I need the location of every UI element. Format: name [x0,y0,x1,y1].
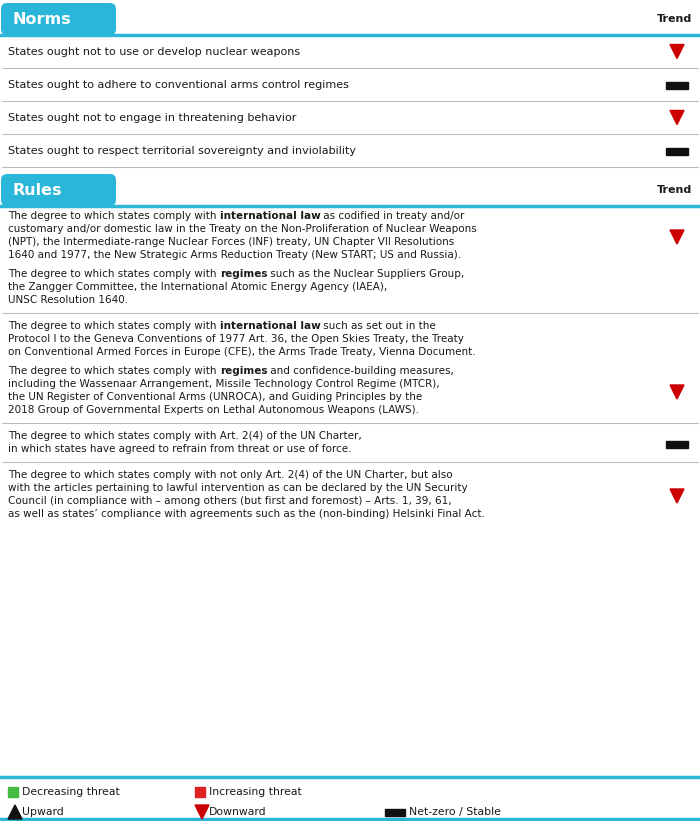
Bar [8,787,18,797]
Text: The degree to which states comply with: The degree to which states comply with [8,366,220,376]
Text: UNSC Resolution 1640.: UNSC Resolution 1640. [8,295,128,305]
Text: The degree to which states comply with not only Art. 2(4) of the UN Charter, but: The degree to which states comply with n… [8,470,453,480]
Bar [666,441,688,448]
Text: 2018 Group of Governmental Experts on Lethal Autonomous Weapons (LAWS).: 2018 Group of Governmental Experts on Le… [8,405,419,415]
Bar [666,148,688,154]
Text: with the articles pertaining to lawful intervention as can be declared by the UN: with the articles pertaining to lawful i… [8,483,468,493]
Polygon shape [8,805,22,819]
Text: The degree to which states comply with: The degree to which states comply with [8,321,220,331]
FancyBboxPatch shape [1,3,116,35]
Text: such as the Nuclear Suppliers Group,: such as the Nuclear Suppliers Group, [267,269,465,279]
Polygon shape [670,385,684,399]
Text: Trend: Trend [657,14,692,24]
Text: Trend: Trend [657,185,692,195]
Text: States ought to respect territorial sovereignty and inviolability: States ought to respect territorial sove… [8,145,356,155]
Text: 1640 and 1977, the New Strategic Arms Reduction Treaty (New START; US and Russia: 1640 and 1977, the New Strategic Arms Re… [8,250,461,260]
Text: customary and/or domestic law in the Treaty on the Non-Proliferation of Nuclear : customary and/or domestic law in the Tre… [8,224,477,234]
Bar [385,809,405,816]
Text: regimes: regimes [220,269,267,279]
Text: Council (in compliance with – among others (but first and foremost) – Arts. 1, 3: Council (in compliance with – among othe… [8,496,452,506]
Text: regimes: regimes [220,366,267,376]
Text: The degree to which states comply with: The degree to which states comply with [8,211,220,221]
Text: The degree to which states comply with Art. 2(4) of the UN Charter,: The degree to which states comply with A… [8,431,362,441]
Text: Upward: Upward [22,807,64,817]
Text: (NPT), the Intermediate-range Nuclear Forces (INF) treaty, UN Chapter VII Resolu: (NPT), the Intermediate-range Nuclear Fo… [8,237,454,247]
Text: on Conventional Armed Forces in Europe (CFE), the Arms Trade Treaty, Vienna Docu: on Conventional Armed Forces in Europe (… [8,347,475,357]
Text: international law: international law [220,321,321,331]
Text: in which states have agreed to refrain from threat or use of force.: in which states have agreed to refrain f… [8,444,351,454]
Text: Increasing threat: Increasing threat [209,787,302,797]
FancyBboxPatch shape [1,174,116,206]
Text: States ought to adhere to conventional arms control regimes: States ought to adhere to conventional a… [8,80,349,89]
Text: Norms: Norms [12,11,71,26]
Polygon shape [670,111,684,125]
Bar [195,787,205,797]
Bar [0,174,700,206]
Polygon shape [670,230,684,244]
Bar [666,81,688,89]
Text: The degree to which states comply with: The degree to which states comply with [8,269,220,279]
Text: Decreasing threat: Decreasing threat [22,787,120,797]
Text: including the Wassenaar Arrangement, Missile Technology Control Regime (MTCR),: including the Wassenaar Arrangement, Mis… [8,379,440,389]
Polygon shape [195,805,209,819]
Text: and confidence-building measures,: and confidence-building measures, [267,366,454,376]
Text: as codified in treaty and/or: as codified in treaty and/or [321,211,465,221]
Text: States ought not to engage in threatening behavior: States ought not to engage in threatenin… [8,112,296,122]
Text: Net-zero / Stable: Net-zero / Stable [409,807,501,817]
Text: the Zangger Committee, the International Atomic Energy Agency (IAEA),: the Zangger Committee, the International… [8,282,387,292]
Text: States ought not to use or develop nuclear weapons: States ought not to use or develop nucle… [8,47,300,57]
Bar [0,3,700,35]
Text: the UN Register of Conventional Arms (UNROCA), and Guiding Principles by the: the UN Register of Conventional Arms (UN… [8,392,422,402]
Text: international law: international law [220,211,321,221]
Text: Rules: Rules [12,182,62,198]
Polygon shape [670,44,684,58]
Text: Downward: Downward [209,807,267,817]
Text: Protocol I to the Geneva Conventions of 1977 Art. 36, the Open Skies Treaty, the: Protocol I to the Geneva Conventions of … [8,334,464,344]
Polygon shape [670,489,684,503]
Text: such as set out in the: such as set out in the [321,321,436,331]
Text: as well as states’ compliance with agreements such as the (non-binding) Helsinki: as well as states’ compliance with agree… [8,509,485,519]
